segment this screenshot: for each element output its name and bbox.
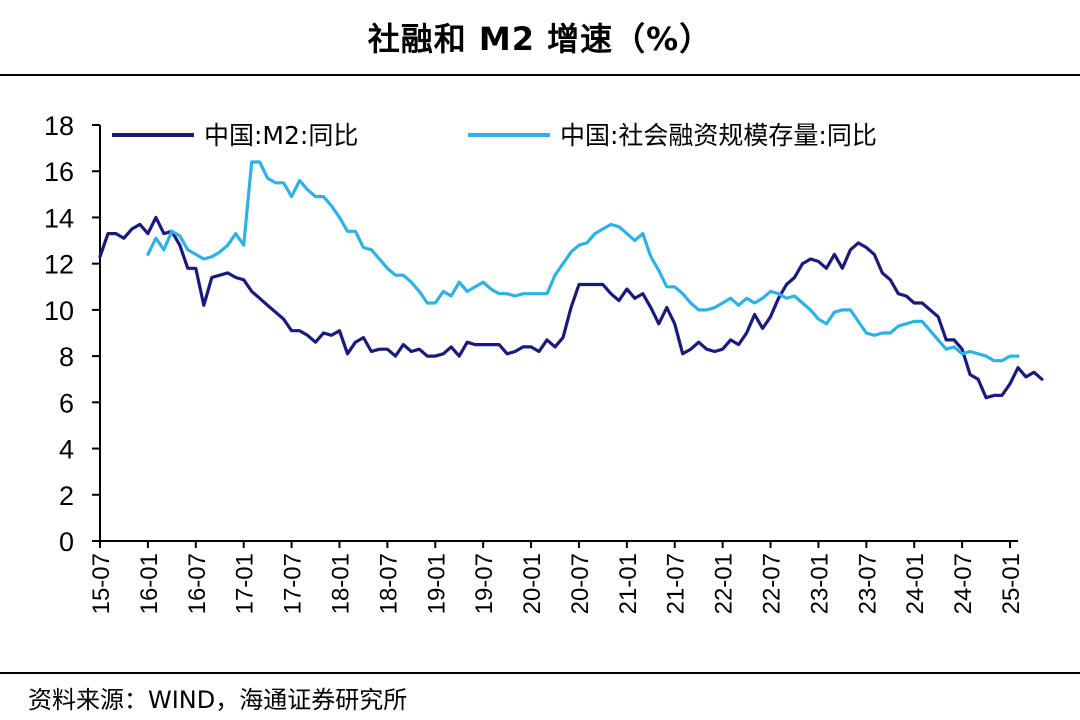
x-tick-label: 24-07 [950,553,977,614]
x-tick-label: 20-07 [567,553,594,614]
x-tick-label: 21-01 [615,553,642,614]
x-tick-label: 23-07 [854,553,881,614]
y-tick-label: 2 [59,481,74,511]
y-tick-label: 14 [44,203,74,233]
y-tick-label: 18 [44,111,74,141]
chart: 0 2 4 6 8 10 12 14 16 18 15-07 16-01 16-07 17-01 17-07… [44,111,1044,614]
x-tick-label: 16-07 [184,553,211,614]
y-tick-label: 0 [59,527,74,557]
bottom-rule [0,672,1080,674]
series-line-m2 [98,215,1044,400]
x-tick-label: 18-07 [375,553,402,614]
source-note: 资料来源：WIND，海通证券研究所 [28,686,408,714]
x-tick-label: 22-07 [759,553,786,614]
y-tick-label: 10 [44,296,74,326]
x-tick-label: 17-01 [232,553,259,614]
x-tick-label: 19-07 [471,553,498,614]
x-tick-label: 15-07 [88,553,115,614]
y-tick-label: 16 [44,157,74,187]
y-tick-label: 8 [59,342,74,372]
x-tick-label: 17-07 [280,553,307,614]
series-line-tsf [146,160,1020,363]
x-tick-label: 23-01 [806,553,833,614]
top-rule [0,74,1080,76]
x-tick-label: 20-01 [519,553,546,614]
legend-label: 中国:社会融资规模存量:同比 [560,121,877,150]
x-tick-label: 24-01 [902,553,929,614]
y-tick-label: 6 [59,388,74,418]
x-tick-label: 18-01 [327,553,354,614]
x-tick-label: 19-01 [423,553,450,614]
x-tick-label: 25-01 [998,553,1025,614]
x-tick-label: 21-07 [663,553,690,614]
y-tick-label: 4 [59,435,74,465]
page-title: 社融和 M2 增速（%） [367,20,713,58]
y-tick-label: 12 [44,250,74,280]
legend-label: 中国:M2:同比 [204,121,358,150]
x-tick-label: 22-01 [711,553,738,614]
x-tick-label: 16-01 [136,553,163,614]
